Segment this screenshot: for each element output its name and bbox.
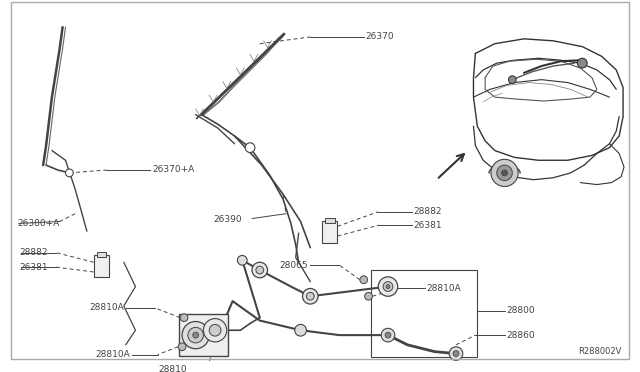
Circle shape: [307, 292, 314, 300]
Circle shape: [188, 327, 204, 343]
Circle shape: [508, 76, 516, 84]
Text: 26380+A: 26380+A: [17, 219, 59, 228]
Circle shape: [381, 328, 395, 342]
Circle shape: [180, 314, 188, 321]
Circle shape: [295, 324, 307, 336]
Circle shape: [252, 262, 268, 278]
Circle shape: [449, 347, 463, 360]
Text: 26370: 26370: [365, 32, 394, 41]
Circle shape: [502, 170, 508, 176]
Circle shape: [256, 266, 264, 274]
Text: 28882: 28882: [19, 248, 47, 257]
Text: 28065: 28065: [280, 261, 308, 270]
Circle shape: [303, 289, 318, 304]
Text: R288002V: R288002V: [578, 346, 621, 356]
Circle shape: [65, 169, 73, 177]
Text: 28860: 28860: [506, 331, 535, 340]
Bar: [97, 251, 106, 257]
Text: 26381: 26381: [413, 221, 442, 230]
Circle shape: [209, 324, 221, 336]
Text: 26390: 26390: [213, 215, 242, 224]
Circle shape: [577, 58, 587, 68]
Text: 28882: 28882: [413, 207, 442, 216]
Text: 28810A: 28810A: [89, 304, 124, 312]
Circle shape: [497, 165, 513, 181]
Circle shape: [453, 351, 459, 356]
Text: 28810A: 28810A: [95, 350, 130, 359]
Bar: [322, 221, 337, 243]
Polygon shape: [474, 39, 623, 160]
Text: 28800: 28800: [506, 306, 535, 315]
Text: 26381: 26381: [19, 263, 47, 272]
Text: 28810: 28810: [158, 365, 187, 372]
Circle shape: [245, 143, 255, 153]
Bar: [93, 256, 109, 277]
Circle shape: [383, 282, 393, 291]
Circle shape: [193, 332, 198, 338]
Bar: [325, 218, 335, 224]
Circle shape: [360, 276, 367, 283]
Circle shape: [182, 321, 209, 349]
Bar: [371, 270, 477, 357]
Circle shape: [178, 343, 186, 351]
Circle shape: [378, 277, 397, 296]
Circle shape: [385, 332, 391, 338]
Circle shape: [237, 256, 247, 265]
Text: 28810A: 28810A: [427, 284, 461, 293]
Circle shape: [386, 285, 390, 289]
Circle shape: [491, 159, 518, 186]
Text: 26370+A: 26370+A: [152, 166, 194, 174]
Bar: [179, 314, 228, 356]
Circle shape: [365, 292, 372, 300]
Circle shape: [204, 318, 227, 342]
